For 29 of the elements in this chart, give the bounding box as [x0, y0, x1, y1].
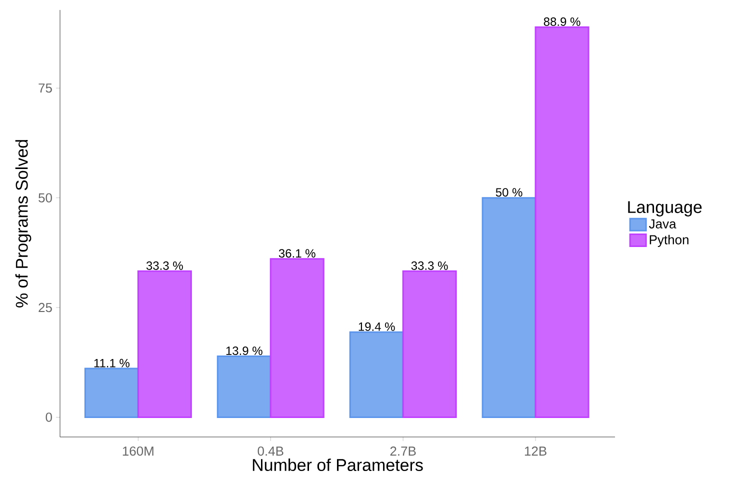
y-tick-label: 0 [46, 412, 52, 422]
x-tick-label: 160M [122, 446, 154, 456]
bar [402, 270, 457, 418]
data-label: 36.1 % [278, 249, 316, 258]
bar [482, 197, 536, 418]
data-label: 88.9 % [544, 17, 580, 26]
y-axis-title: % of Programs Solved [15, 140, 32, 308]
bar [534, 26, 590, 418]
bar [270, 258, 324, 418]
data-label: 50 % [496, 188, 522, 197]
y-tick-label: 50 [38, 193, 52, 202]
y-tick-label: 75 [38, 84, 52, 93]
x-axis-title: Number of Parameters [252, 458, 423, 472]
data-label: 11.1 % [94, 358, 130, 368]
data-label: 13.9 % [226, 346, 262, 356]
x-tick-label: 12B [524, 446, 546, 456]
legend-label: Python [650, 234, 688, 247]
x-tick-label: 2.7B [390, 446, 416, 456]
x-tick-label: 0.4B [258, 446, 284, 456]
legend-title: Language [628, 201, 702, 216]
y-tick-label: 25 [38, 302, 52, 312]
data-label: 33.3 % [146, 261, 183, 270]
bar [137, 270, 192, 418]
legend-label: Java [648, 219, 676, 228]
data-label: 33.3 % [411, 261, 448, 270]
bar [84, 368, 139, 418]
bar [216, 355, 272, 418]
data-label: 19.4 % [358, 322, 395, 331]
bar [349, 331, 404, 418]
